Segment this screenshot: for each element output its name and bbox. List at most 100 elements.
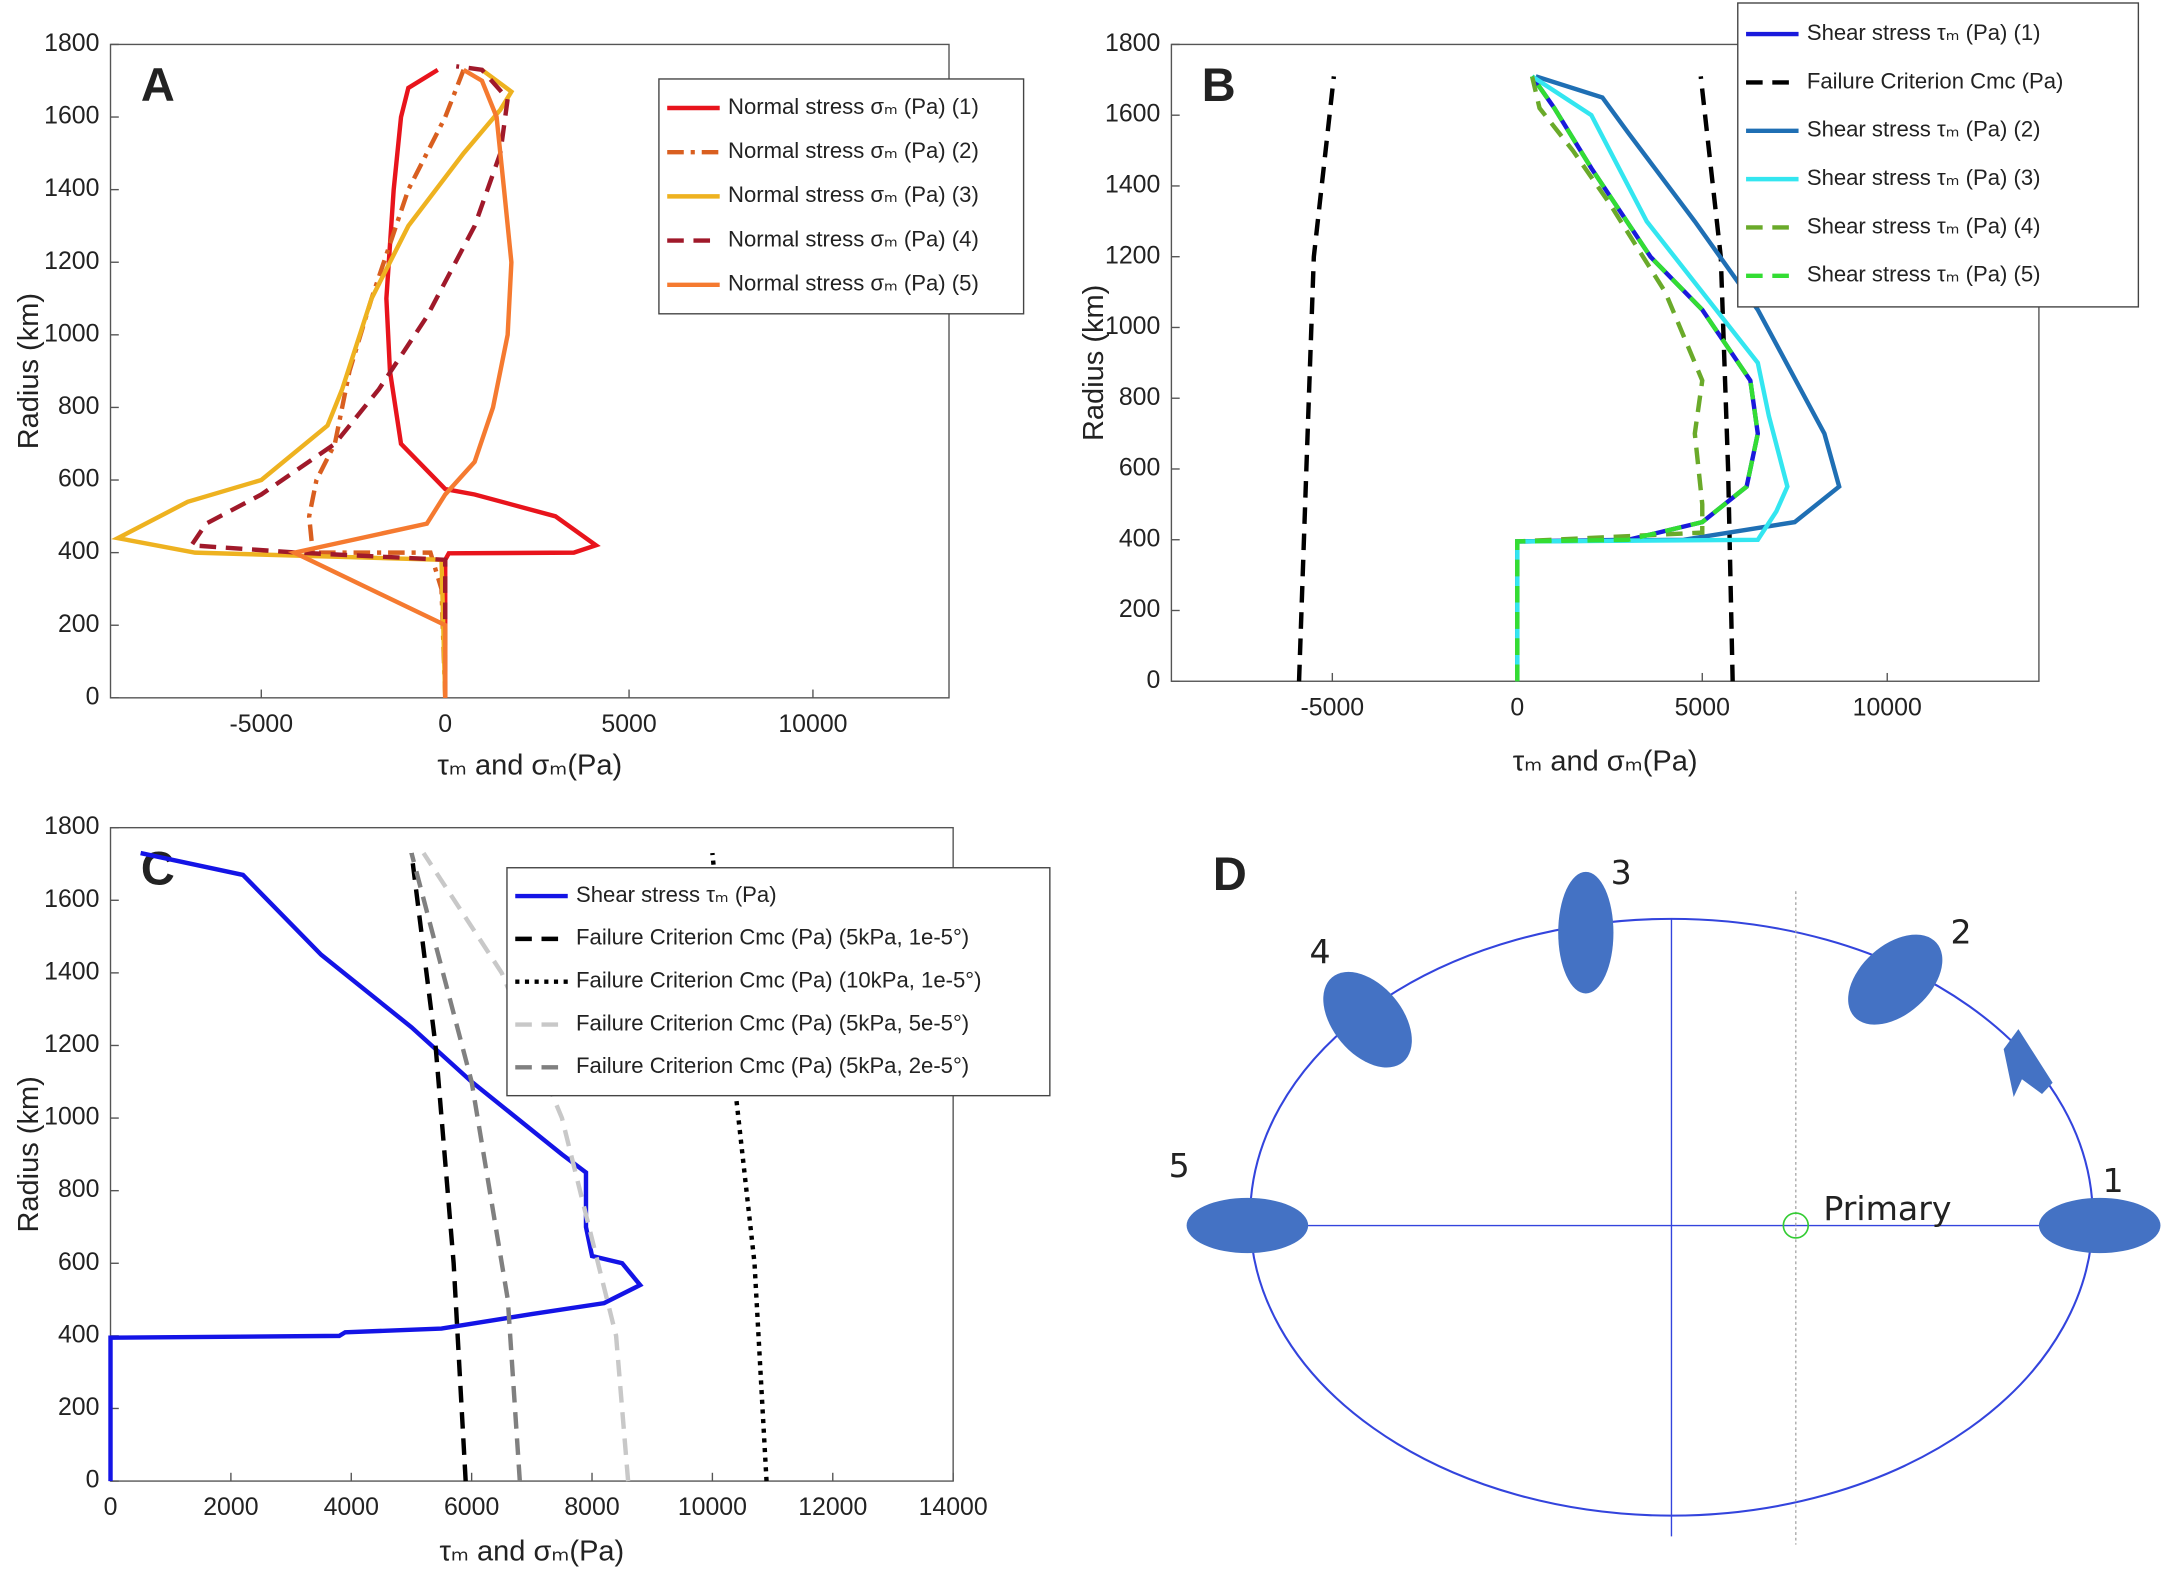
y-tick-label: 1000 bbox=[1105, 312, 1160, 340]
x-tick-label: 5000 bbox=[601, 710, 656, 738]
y-tick-label: 0 bbox=[86, 1466, 100, 1494]
y-tick-label: 1200 bbox=[1105, 241, 1160, 269]
y-tick-label: 200 bbox=[58, 610, 99, 638]
y-tick-label: 600 bbox=[58, 465, 99, 493]
y-tick-label: 0 bbox=[86, 682, 100, 710]
satellite bbox=[2038, 1197, 2161, 1254]
legend-label: Shear stress τₘ (Pa) (2) bbox=[1807, 117, 2041, 142]
y-tick-label: 200 bbox=[58, 1393, 99, 1421]
legend-label: Shear stress τₘ (Pa) (4) bbox=[1807, 213, 2041, 238]
satellite bbox=[1186, 1197, 1309, 1254]
y-tick-label: 1800 bbox=[1105, 29, 1160, 57]
plot-frame bbox=[109, 826, 954, 1482]
series-line bbox=[1515, 75, 1761, 682]
y-tick-label: 1200 bbox=[44, 247, 99, 275]
primary bbox=[1782, 1212, 1810, 1239]
y-tick-label: 600 bbox=[1119, 454, 1160, 482]
center-label: Primary bbox=[1823, 1189, 1951, 1228]
legend-label: Failure Criterion Cmc (Pa) (5kPa, 1e-5°) bbox=[576, 925, 969, 950]
y-axis-label: Radius (km) bbox=[1078, 285, 1110, 441]
chart-panel: -5000 0 5000 10000 0 200 400 600 800 1000 1200 1400… bbox=[1078, 2, 2140, 777]
y-tick-label: 1600 bbox=[44, 885, 99, 913]
y-tick-label: 400 bbox=[1119, 524, 1160, 552]
x-tick-label: 0 bbox=[438, 710, 452, 738]
legend-label: Failure Criterion Cmc (Pa) bbox=[1807, 68, 2064, 93]
chart-panel: 0 2000 4000 6000 8000 10000 12000 14000 0 200 400 6… bbox=[13, 812, 1051, 1568]
y-tick-label: 1400 bbox=[44, 174, 99, 202]
series-line bbox=[384, 67, 601, 698]
chart-panel: -5000 0 5000 10000 0 200 400 600 800 1000 1200 1400… bbox=[13, 29, 1025, 782]
x-tick-label: 2000 bbox=[203, 1493, 258, 1521]
series-line bbox=[306, 69, 466, 698]
series-line bbox=[409, 852, 523, 1482]
x-tick-label: 0 bbox=[104, 1493, 118, 1521]
x-tick-label: 6000 bbox=[444, 1493, 499, 1521]
y-axis-label: Radius (km) bbox=[13, 1076, 45, 1232]
x-tick-label: 14000 bbox=[919, 1493, 988, 1521]
legend-box bbox=[506, 867, 1051, 1097]
plot-frame bbox=[109, 43, 950, 699]
position-label: 3 bbox=[1611, 853, 1632, 892]
satellite bbox=[1848, 934, 1943, 1025]
y-tick-label: 600 bbox=[58, 1248, 99, 1276]
x-tick-label: 0 bbox=[1510, 693, 1524, 721]
y-tick-label: 1800 bbox=[44, 812, 99, 840]
legend-box bbox=[1737, 2, 2140, 308]
legend-label: Shear stress τₘ (Pa) bbox=[576, 882, 777, 907]
x-axis-label: τₘ and σₘ(Pa) bbox=[437, 750, 622, 782]
y-tick-label: 0 bbox=[1147, 666, 1161, 694]
series-line bbox=[409, 852, 468, 1482]
series-line bbox=[111, 68, 515, 698]
series-line bbox=[1515, 74, 1790, 682]
x-tick-label: -5000 bbox=[229, 710, 293, 738]
legend-label: Shear stress τₘ (Pa) (1) bbox=[1807, 20, 2041, 45]
series-line bbox=[108, 850, 644, 1482]
y-tick-label: 1400 bbox=[1105, 171, 1160, 199]
y-tick-label: 1800 bbox=[44, 29, 99, 57]
panel-label: B bbox=[1202, 58, 1236, 111]
y-tick-label: 1200 bbox=[44, 1030, 99, 1058]
y-tick-label: 800 bbox=[58, 1175, 99, 1203]
y-tick-label: 800 bbox=[58, 392, 99, 420]
legend-label: Normal stress σₘ (Pa) (5) bbox=[728, 271, 979, 296]
y-tick-label: 400 bbox=[58, 1320, 99, 1348]
y-tick-label: 1000 bbox=[44, 319, 99, 347]
panel-label: A bbox=[141, 58, 175, 111]
x-tick-label: -5000 bbox=[1301, 693, 1365, 721]
legend-label: Failure Criterion Cmc (Pa) (5kPa, 2e-5°) bbox=[576, 1053, 969, 1078]
x-tick-label: 10000 bbox=[1853, 693, 1922, 721]
x-tick-label: 8000 bbox=[564, 1493, 619, 1521]
position-label: 4 bbox=[1310, 932, 1331, 971]
series-line bbox=[421, 851, 631, 1482]
series-line bbox=[1515, 75, 1761, 682]
legend-label: Normal stress σₘ (Pa) (1) bbox=[728, 94, 979, 119]
legend-label: Failure Criterion Cmc (Pa) (5kPa, 5e-5°) bbox=[576, 1010, 969, 1035]
y-tick-label: 1400 bbox=[44, 957, 99, 985]
y-axis-label: Radius (km) bbox=[13, 293, 45, 449]
legend-label: Shear stress τₘ (Pa) (5) bbox=[1807, 262, 2041, 287]
series-line bbox=[287, 67, 514, 698]
x-axis-label: τₘ and σₘ(Pa) bbox=[439, 1536, 624, 1568]
y-tick-label: 1000 bbox=[44, 1103, 99, 1131]
x-tick-label: 4000 bbox=[324, 1493, 379, 1521]
series-line bbox=[1515, 75, 1705, 682]
legend-label: Failure Criterion Cmc (Pa) (10kPa, 1e-5°… bbox=[576, 968, 981, 993]
position-label: 2 bbox=[1951, 913, 1972, 952]
legend-label: Shear stress τₘ (Pa) (3) bbox=[1807, 165, 2041, 190]
x-tick-label: 10000 bbox=[678, 1493, 747, 1521]
y-tick-label: 200 bbox=[1119, 595, 1160, 623]
x-tick-label: 5000 bbox=[1675, 693, 1730, 721]
x-axis-label: τₘ and σₘ(Pa) bbox=[1513, 745, 1698, 777]
satellite bbox=[1323, 971, 1412, 1068]
legend-label: Normal stress σₘ (Pa) (4) bbox=[728, 226, 979, 251]
x-tick-label: 12000 bbox=[798, 1493, 867, 1521]
panel-label: D bbox=[1213, 847, 1247, 900]
panel-label: C bbox=[141, 841, 175, 894]
legend-label: Normal stress σₘ (Pa) (2) bbox=[728, 138, 979, 163]
y-tick-label: 400 bbox=[58, 537, 99, 565]
y-tick-label: 1600 bbox=[1105, 100, 1160, 128]
position-label: 5 bbox=[1169, 1146, 1190, 1185]
satellite bbox=[1558, 871, 1614, 994]
direction-arrow bbox=[2003, 1029, 2053, 1097]
